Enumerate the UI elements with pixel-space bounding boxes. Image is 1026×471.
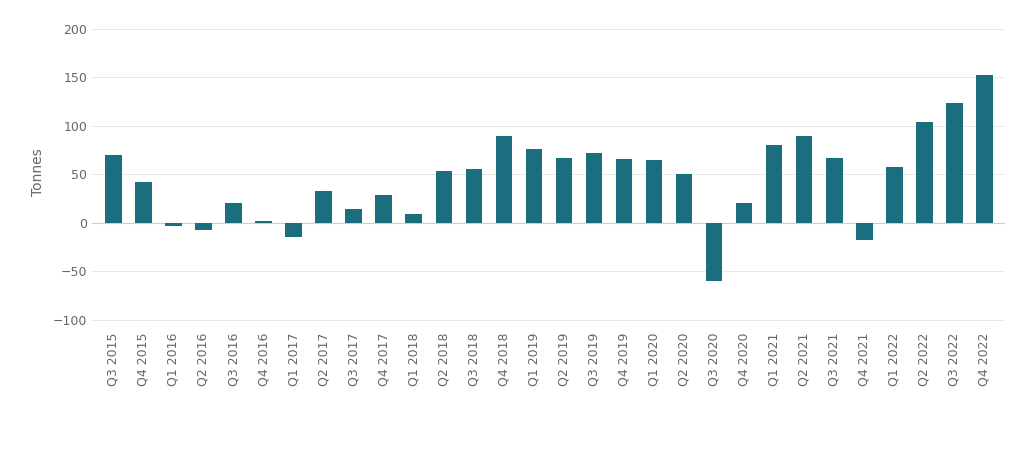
- Bar: [976, 75, 993, 223]
- Bar: [586, 153, 602, 223]
- Bar: [856, 223, 872, 240]
- Bar: [255, 221, 272, 223]
- Bar: [496, 136, 512, 223]
- Bar: [525, 149, 542, 223]
- Bar: [645, 160, 663, 223]
- Bar: [346, 209, 362, 223]
- Bar: [165, 223, 182, 226]
- Bar: [886, 167, 903, 223]
- Bar: [405, 214, 422, 223]
- Bar: [946, 104, 962, 223]
- Bar: [285, 223, 302, 237]
- Bar: [826, 158, 842, 223]
- Bar: [676, 174, 693, 223]
- Bar: [796, 136, 813, 223]
- Bar: [195, 223, 211, 230]
- Bar: [315, 191, 331, 223]
- Bar: [466, 170, 482, 223]
- Bar: [916, 122, 933, 223]
- Bar: [616, 159, 632, 223]
- Y-axis label: Tonnes: Tonnes: [31, 148, 45, 196]
- Bar: [105, 155, 122, 223]
- Bar: [556, 158, 573, 223]
- Bar: [435, 171, 452, 223]
- Bar: [135, 182, 152, 223]
- Bar: [376, 195, 392, 223]
- Bar: [706, 223, 722, 281]
- Bar: [766, 145, 783, 223]
- Bar: [226, 203, 242, 223]
- Bar: [736, 203, 752, 223]
